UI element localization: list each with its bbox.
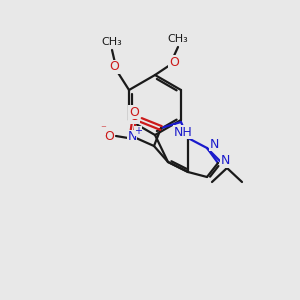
Text: O: O	[104, 130, 114, 142]
Text: ⁻: ⁻	[100, 124, 106, 134]
Text: N: N	[127, 130, 137, 143]
Text: O: O	[169, 56, 179, 68]
Text: N: N	[209, 137, 219, 151]
Text: +: +	[134, 126, 142, 136]
Text: NH: NH	[174, 125, 192, 139]
Text: N: N	[220, 154, 230, 167]
Text: O: O	[129, 110, 139, 124]
Text: O: O	[129, 106, 139, 118]
Text: CH₃: CH₃	[102, 37, 122, 47]
Text: O: O	[109, 61, 119, 74]
Text: CH₃: CH₃	[168, 34, 188, 44]
